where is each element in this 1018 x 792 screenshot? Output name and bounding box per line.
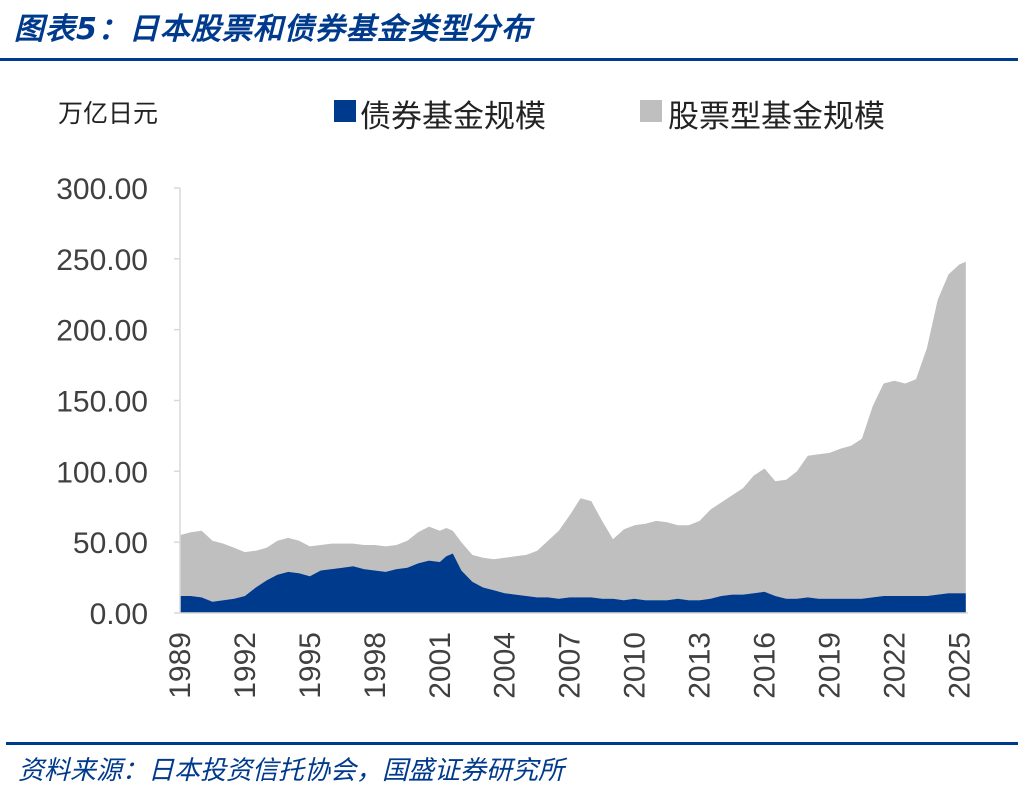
x-tick-label: 1992	[229, 632, 262, 699]
x-tick-label: 2013	[684, 632, 717, 699]
x-tick-label: 1989	[164, 632, 197, 699]
source-note: 资料来源：日本投资信托协会，国盛证券研究所	[18, 756, 565, 786]
y-tick-label: 200.00	[56, 315, 148, 348]
unit-label: 万亿日元	[58, 99, 158, 128]
chart-title: 图表5：日本股票和债券基金类型分布	[14, 12, 532, 47]
x-tick-label: 2022	[878, 632, 911, 699]
legend-label-equity: 股票型基金规模	[668, 99, 885, 135]
bottom-divider	[6, 742, 1018, 745]
y-axis: 0.00 50.00 100.00 150.00 200.00 250.00 300.00	[56, 173, 181, 631]
y-tick-label: 0.00	[90, 598, 148, 631]
y-tick-label: 150.00	[56, 386, 148, 419]
legend-label-bond: 债券基金规模	[360, 99, 546, 135]
y-tick-label: 300.00	[56, 173, 148, 206]
x-tick-label: 1998	[359, 632, 392, 699]
y-tick-label: 50.00	[73, 527, 148, 560]
x-tick-label: 1995	[294, 632, 327, 699]
plot-area	[180, 261, 966, 613]
legend-swatch-bond	[334, 100, 356, 122]
x-tick-label: 2010	[619, 632, 652, 699]
x-tick-label: 2001	[424, 632, 457, 699]
x-tick-label: 2007	[554, 632, 587, 699]
top-divider	[0, 58, 1018, 61]
series-area-bond	[180, 553, 966, 613]
x-tick-label: 2004	[489, 632, 522, 699]
y-tick-label: 100.00	[56, 456, 148, 489]
legend-swatch-equity	[640, 100, 662, 122]
x-tick-label: 2019	[813, 632, 846, 699]
x-tick-label: 2016	[749, 632, 782, 699]
legend: 债券基金规模 股票型基金规模	[334, 99, 885, 135]
y-tick-label: 250.00	[56, 244, 148, 277]
x-axis: 1989 1992 1995 1998 2001 2004 2007 2010 2013 2016…	[164, 612, 976, 699]
x-tick-label: 2025	[943, 632, 976, 699]
series-area-equity	[180, 261, 966, 602]
